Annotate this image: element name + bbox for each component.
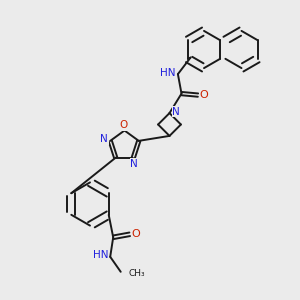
Text: HN: HN	[93, 250, 108, 260]
Text: O: O	[200, 90, 208, 100]
Text: O: O	[131, 229, 140, 239]
Text: N: N	[172, 106, 180, 117]
Text: HN: HN	[160, 68, 175, 78]
Text: CH₃: CH₃	[128, 269, 145, 278]
Text: N: N	[100, 134, 108, 144]
Text: N: N	[130, 159, 138, 169]
Text: O: O	[119, 120, 127, 130]
